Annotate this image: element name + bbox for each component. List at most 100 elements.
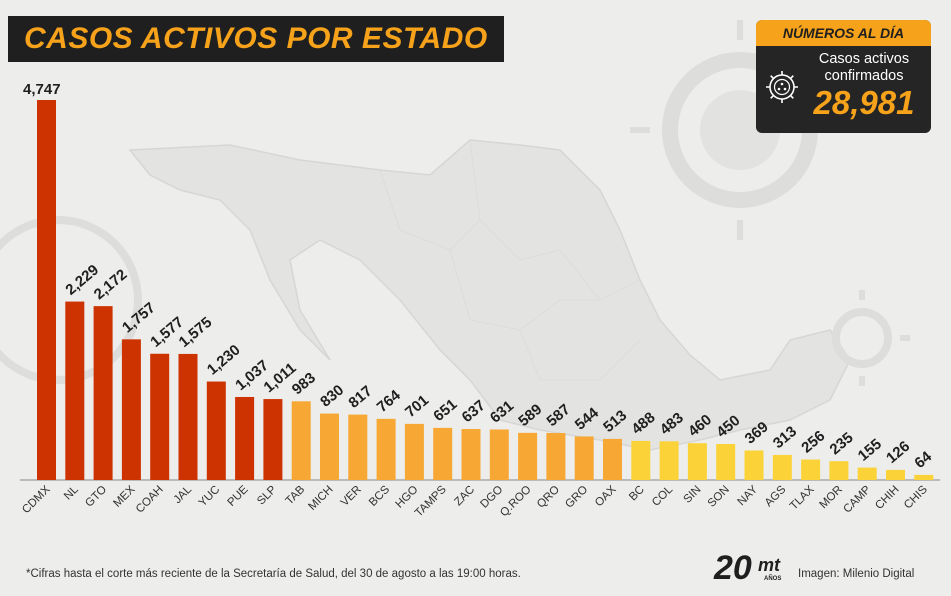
value-label: 1,575 [176,314,216,351]
chart-title: CASOS ACTIVOS POR ESTADO [24,22,488,55]
value-label: 313 [770,423,800,452]
value-label: 155 [855,436,885,465]
stats-panel: NÚMEROS AL DÍA Casos activos confirmados… [756,20,931,133]
category-label: VER [339,484,364,509]
category-label: BCS [367,483,392,508]
category-label: JAL [172,483,195,506]
value-label: 637 [459,397,489,426]
bar-nay [744,450,764,480]
bar-gto [93,306,113,480]
category-label: CHIH [873,484,901,512]
bar-chis [914,474,934,480]
stats-header: NÚMEROS AL DÍA [756,20,931,46]
value-label: 4,747 [23,81,61,98]
value-label: 460 [685,411,715,440]
value-label: 64 [911,448,935,472]
bar-gro [574,436,594,480]
value-label: 488 [628,409,658,438]
bar-tamps [433,427,453,480]
bar-nl [65,301,85,480]
category-label: SON [706,484,732,510]
bar-tlax [801,459,821,480]
value-label: 126 [883,438,913,467]
value-label: 587 [544,401,574,430]
bar-qroo [518,432,538,480]
category-label: YUC [197,484,223,510]
bar-yuc [206,381,226,480]
value-label: 817 [345,383,375,412]
bar-coah [150,353,170,480]
bar-mich [320,413,339,480]
bar-ags [772,454,792,480]
category-label: QRO [535,484,562,511]
value-label: 701 [402,392,432,421]
value-label: 483 [657,409,687,438]
bar-son [716,443,736,480]
category-label: CAMP [841,483,873,515]
milenio-20-years-logo: 20 mt AÑOS [713,549,781,585]
category-label: SIN [681,484,703,506]
value-label: 369 [742,418,772,447]
logo-years: AÑOS [764,575,781,582]
value-label: 589 [515,401,545,430]
bar-ver [348,414,368,480]
category-label: NAY [736,483,761,508]
category-label: BC [627,484,647,504]
value-label: 256 [798,427,828,456]
bar-dgo [489,429,509,480]
bar-sin [687,443,707,480]
bar-col [659,441,679,480]
value-label: 764 [374,386,405,416]
bar-jal [178,353,198,480]
virus-icon [766,71,798,103]
logo-mt: mt [758,555,781,575]
value-label: 1,757 [119,299,159,336]
bar-qro [546,433,566,480]
bar-slp [263,399,283,480]
category-label: COAH [134,484,166,516]
category-label: ZAC [452,484,477,509]
bar-tab [291,401,311,480]
value-label: 631 [487,397,517,426]
category-label: MICH [306,484,335,513]
category-label: CDMX [20,483,53,516]
category-label: CHIS [902,483,930,511]
value-label: 1,230 [204,341,244,378]
logo-number: 20 [713,549,752,585]
bar-mor [829,461,849,480]
value-label: 513 [600,407,630,436]
category-label: GRO [563,484,590,511]
stats-label: Casos activos confirmados [818,51,910,84]
category-label: TLAX [788,483,817,512]
category-label: GTO [83,484,109,510]
chart-title-box: CASOS ACTIVOS POR ESTADO [8,16,504,62]
bar-hgo [404,423,424,480]
value-label: 235 [827,429,857,458]
bar-zac [461,429,481,480]
category-label: Q.ROO [498,484,534,520]
category-label: COL [650,483,676,509]
value-label: 651 [430,396,460,425]
category-label: SLP [255,483,279,507]
category-label: OAX [593,483,619,509]
bar-bc [631,440,651,480]
category-label: AGS [763,483,789,509]
image-credit: Imagen: Milenio Digital [798,568,915,580]
value-label: 450 [713,412,743,441]
category-label: PUE [226,483,251,508]
bar-chih [886,469,905,480]
bar-oax [603,438,622,480]
bar-camp [857,467,877,480]
bar-cdmx [37,100,56,480]
category-label: NL [62,483,81,502]
bar-bcs [376,418,396,480]
stats-value: 28,981 [813,84,915,121]
value-label: 830 [317,382,347,411]
value-label: 544 [572,404,603,434]
category-label: TAB [284,483,308,507]
footnote: *Cifras hasta el corte más reciente de l… [26,568,521,580]
category-label: TAMPS [413,483,449,519]
bar-pue [235,396,255,480]
